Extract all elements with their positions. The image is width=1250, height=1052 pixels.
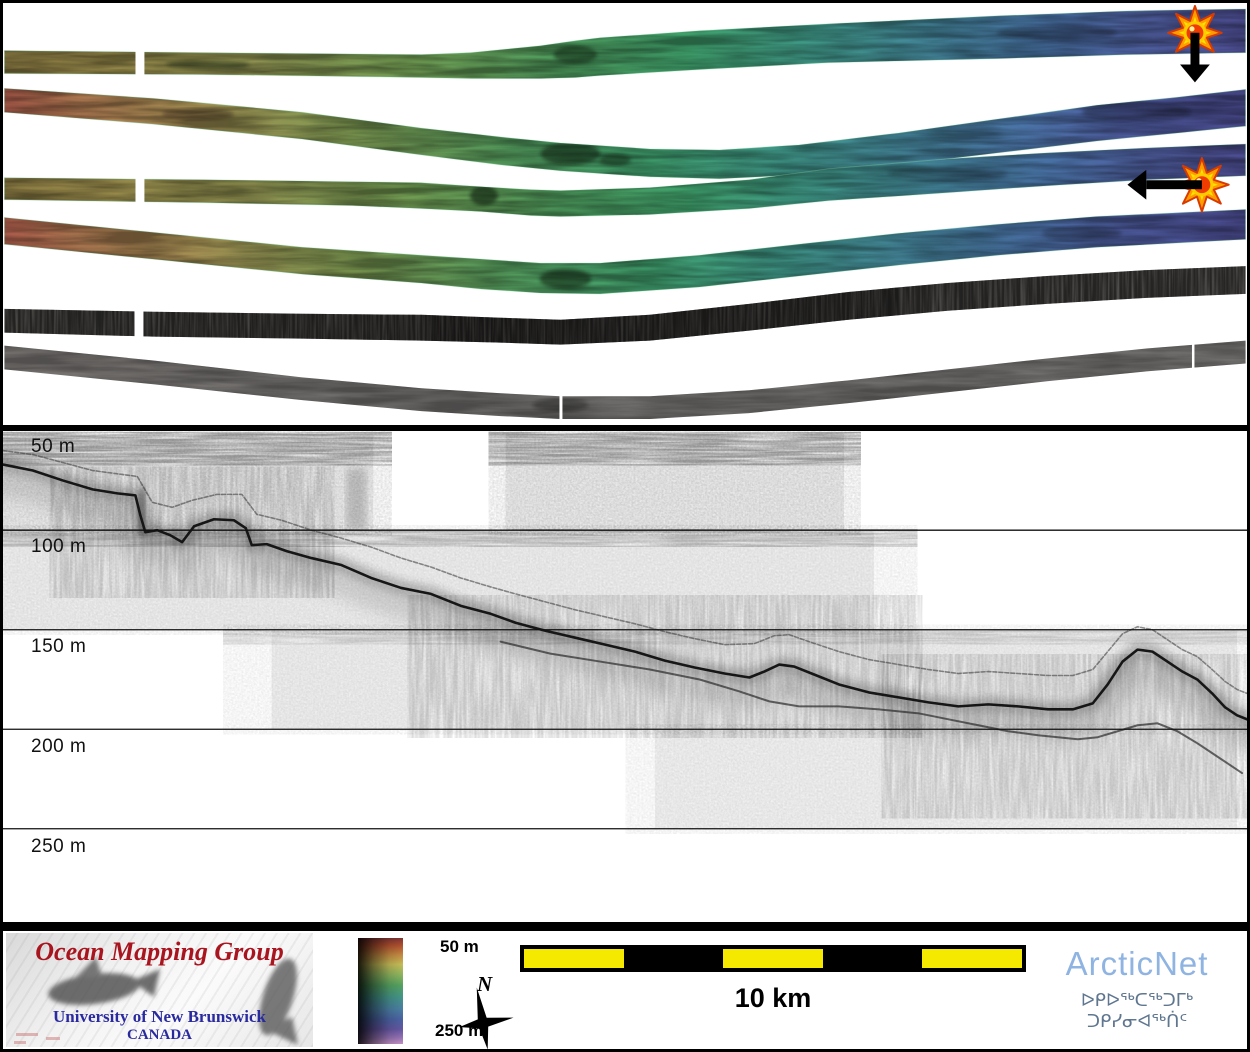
scale-bar: [520, 945, 1026, 972]
scale-bar-segment: [922, 949, 1022, 968]
scale-bar-segment: [623, 949, 724, 968]
depth-colorbar: [358, 938, 403, 1044]
swath-mosaic: [3, 4, 1247, 422]
omg-title: Ocean Mapping Group: [35, 937, 284, 966]
seismic-profile-panel: 50 m 100 m 150 m 200 m 250 m: [3, 425, 1247, 931]
sun-with-down-arrow-icon: [1166, 4, 1224, 83]
depth-label-150m: 150 m: [31, 636, 87, 657]
scale-label: 10 km: [734, 983, 812, 1013]
sun-with-left-arrow-icon: [1127, 156, 1231, 214]
depth-label-250m: 250 m: [31, 836, 87, 857]
swath-gap: [559, 393, 563, 422]
legend-bar: Ocean Mapping Group University of New Br…: [3, 931, 1247, 1049]
seismic-profile: [3, 433, 1247, 830]
swath-mosaic-panel: [3, 3, 1247, 425]
colorbar-shading: [358, 938, 403, 1044]
arcticnet-name: ArcticNet: [1065, 945, 1209, 982]
swath-gap: [135, 169, 145, 222]
omg-country: CANADA: [127, 1027, 192, 1043]
depth-gridlines: [3, 529, 1247, 830]
depth-label-50m: 50 m: [31, 436, 76, 457]
omg-university: University of New Brunswick: [53, 1007, 266, 1026]
omg-logo: Ocean Mapping Group University of New Br…: [6, 933, 313, 1047]
scale-bar-segment: [822, 949, 923, 968]
left-arrow-icon: [1127, 169, 1202, 200]
seafloor-reflector: [3, 449, 1247, 775]
arcticnet-logo: ArcticNet ᐅᑭᐅᖅᑕᖅᑐᒥᒃ ᑐᑭᓯᓂᐊᖅᑏᑦ: [1029, 945, 1245, 1032]
swath-gap: [135, 42, 145, 83]
swath-gap: [1191, 341, 1195, 370]
scale-bar-segment: [524, 949, 624, 968]
down-arrow-icon: [1180, 32, 1210, 83]
fish-silhouette-icon: [14, 957, 298, 1045]
scale-bar-segment: [723, 949, 823, 968]
arcticnet-inuktitut: ᐅᑭᐅᖅᑕᖅᑐᒥᒃ ᑐᑭᓯᓂᐊᖅᑏᑦ: [1080, 990, 1194, 1032]
seismic-data-panels: [3, 433, 1243, 829]
depth-label-200m: 200 m: [31, 736, 87, 757]
swath-gap: [134, 300, 144, 351]
north-arrow-icon: N: [459, 972, 514, 1049]
compass-north-label: N: [476, 972, 493, 996]
depth-label-100m: 100 m: [31, 536, 87, 557]
colorbar-top-label: 50 m: [440, 937, 479, 956]
